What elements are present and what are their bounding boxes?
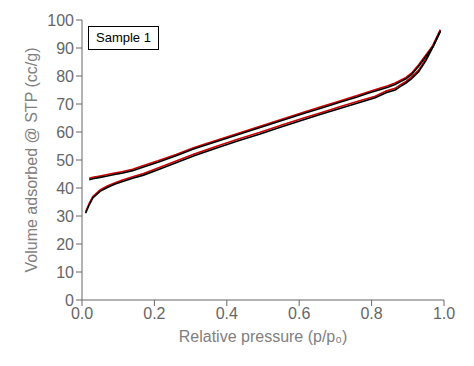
svg-text:100: 100 [47, 12, 74, 29]
svg-text:0.2: 0.2 [143, 305, 165, 322]
svg-text:40: 40 [56, 180, 74, 197]
svg-text:80: 80 [56, 68, 74, 85]
svg-text:0: 0 [65, 292, 74, 309]
svg-text:0.0: 0.0 [71, 305, 93, 322]
svg-text:Relative pressure (p/p₀): Relative pressure (p/p₀) [179, 328, 347, 345]
svg-text:60: 60 [56, 124, 74, 141]
svg-text:90: 90 [56, 40, 74, 57]
svg-text:10: 10 [56, 264, 74, 281]
svg-text:0.8: 0.8 [360, 305, 382, 322]
svg-text:0.4: 0.4 [216, 305, 238, 322]
html-text:Sample 1: Sample 1 [96, 30, 151, 45]
svg-text:0.6: 0.6 [288, 305, 310, 322]
svg-text:Volume adsorbed @ STP (cc/g): Volume adsorbed @ STP (cc/g) [23, 48, 40, 273]
svg-text:70: 70 [56, 96, 74, 113]
svg-text:50: 50 [56, 152, 74, 169]
svg-text:20: 20 [56, 236, 74, 253]
svg-text:30: 30 [56, 208, 74, 225]
svg-text:1.0: 1.0 [433, 305, 455, 322]
